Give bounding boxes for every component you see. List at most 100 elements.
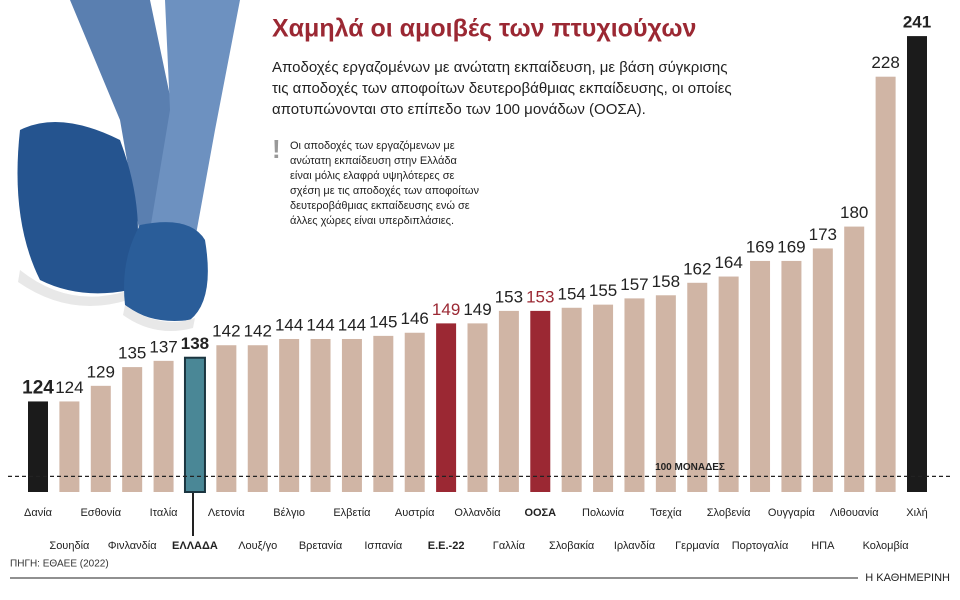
value-label: 142 [212,322,240,341]
x-tick-label: Χιλή [906,507,927,519]
x-tick-label: Σλοβενία [707,507,751,519]
x-tick-label: Βέλγιο [273,507,305,519]
value-label: 142 [244,322,272,341]
x-tick-label: Ιταλία [150,507,179,519]
annotation: άλλες χώρες είναι υπερδιπλάσιες. [290,215,454,227]
x-tick-label: Ελβετία [333,507,371,519]
bar [781,260,802,492]
bar [373,335,394,492]
x-tick-label: Βρετανία [299,540,343,552]
annotation: Οι αποδοχές των εργαζόμενων με [290,140,455,152]
bar [90,385,111,492]
bar [624,298,645,492]
value-label: 155 [589,281,617,300]
bar [687,282,708,492]
x-tick-label: Σλοβακία [549,540,595,552]
value-label: 124 [55,378,83,397]
x-tick-label: Πορτογαλία [732,540,789,552]
bar [247,345,268,492]
value-label: 149 [463,300,491,319]
x-tick-label: Αυστρία [395,507,435,519]
value-label: 153 [495,287,523,306]
bar [341,338,362,492]
x-tick-label: Λετονία [208,507,246,519]
bar [279,338,300,492]
value-label: 169 [777,237,805,256]
value-label: 164 [714,253,742,272]
subtitle: Αποδοχές εργαζομένων με ανώτατη εκπαίδευ… [272,59,728,76]
x-tick-label: Λουξ/γο [238,540,277,552]
value-label: 153 [526,287,554,306]
chart-title: Χαμηλά οι αμοιβές των πτυχιούχων [272,15,696,43]
x-tick-label: Σουηδία [49,540,90,552]
x-tick-label: ΕΛΛΑΔΑ [172,540,218,552]
x-tick-label: Ολλανδία [454,507,501,519]
bar [467,323,488,492]
value-label: 157 [620,275,648,294]
value-label: 129 [87,362,115,381]
x-tick-label: Ε.Ε.-22 [428,540,465,552]
x-tick-label: ΟΟΣΑ [524,507,556,519]
x-tick-label: Πολωνία [582,507,625,519]
annotation: δευτεροβάθμιας εκπαίδευσης ενώ σε [290,200,470,212]
x-tick-label: Φινλανδία [108,540,157,552]
illustration [17,0,240,332]
value-label: 146 [401,309,429,328]
value-label: 124 [22,377,54,398]
annotation: ανώτατη εκπαίδευση στην Ελλάδα [290,155,457,167]
bar [216,345,237,492]
value-label: 228 [871,53,899,72]
bar [530,310,551,492]
value-label: 169 [746,237,774,256]
x-tick-label: Ισπανία [364,540,403,552]
value-label: 144 [306,315,334,334]
bar [812,248,833,492]
bar [404,332,425,492]
subtitle: τις αποδοχές των αποφοίτων δευτεροβάθμια… [272,80,732,97]
x-tick-label: Λιθουανία [830,507,879,519]
value-label: 135 [118,344,146,363]
value-label: 180 [840,203,868,222]
subtitle: αποτυπώνονται στο επίπεδο των 100 μονάδω… [272,101,646,118]
bar [718,276,739,492]
x-tick-label: Γερμανία [675,540,720,552]
x-tick-label: Κολομβία [863,540,910,552]
bar [561,307,582,492]
value-label: 145 [369,312,397,331]
bar [655,295,676,492]
reference-label: 100 ΜΟΝΑΔΕΣ [655,462,725,473]
bar [750,260,771,492]
annotation: είναι μόλις ελαφρά υψηλότερες σε [290,170,454,182]
x-tick-label: Ουγγαρία [768,507,816,519]
bar [907,36,927,493]
value-label: 137 [149,337,177,356]
value-label: 241 [903,13,931,32]
bar [122,367,143,492]
source: ΠΗΓΗ: ΕΘΑΕΕ (2022) [10,559,109,570]
value-label: 154 [557,284,585,303]
x-tick-label: Ιρλανδία [614,540,656,552]
x-tick-label: Γαλλία [493,540,526,552]
bar [153,360,174,492]
bar [310,338,331,492]
value-label: 138 [181,334,209,353]
value-label: 149 [432,300,460,319]
x-tick-label: Τσεχία [650,507,682,519]
value-label: 144 [275,315,303,334]
x-tick-label: Εσθονία [80,507,121,519]
bar [593,304,614,492]
bar [183,356,206,493]
bar [28,401,48,492]
bar [498,310,519,492]
x-tick-label: ΗΠΑ [811,540,835,552]
bar [436,323,457,492]
x-tick-label: Δανία [24,507,53,519]
brand: Η ΚΑΘΗΜΕΡΙΝΗ [865,572,950,584]
annotation: σχέση με τις αποδοχές των αποφοίτων [290,185,479,197]
value-label: 173 [809,225,837,244]
bar [844,226,865,493]
value-label: 162 [683,259,711,278]
value-label: 158 [652,272,680,291]
